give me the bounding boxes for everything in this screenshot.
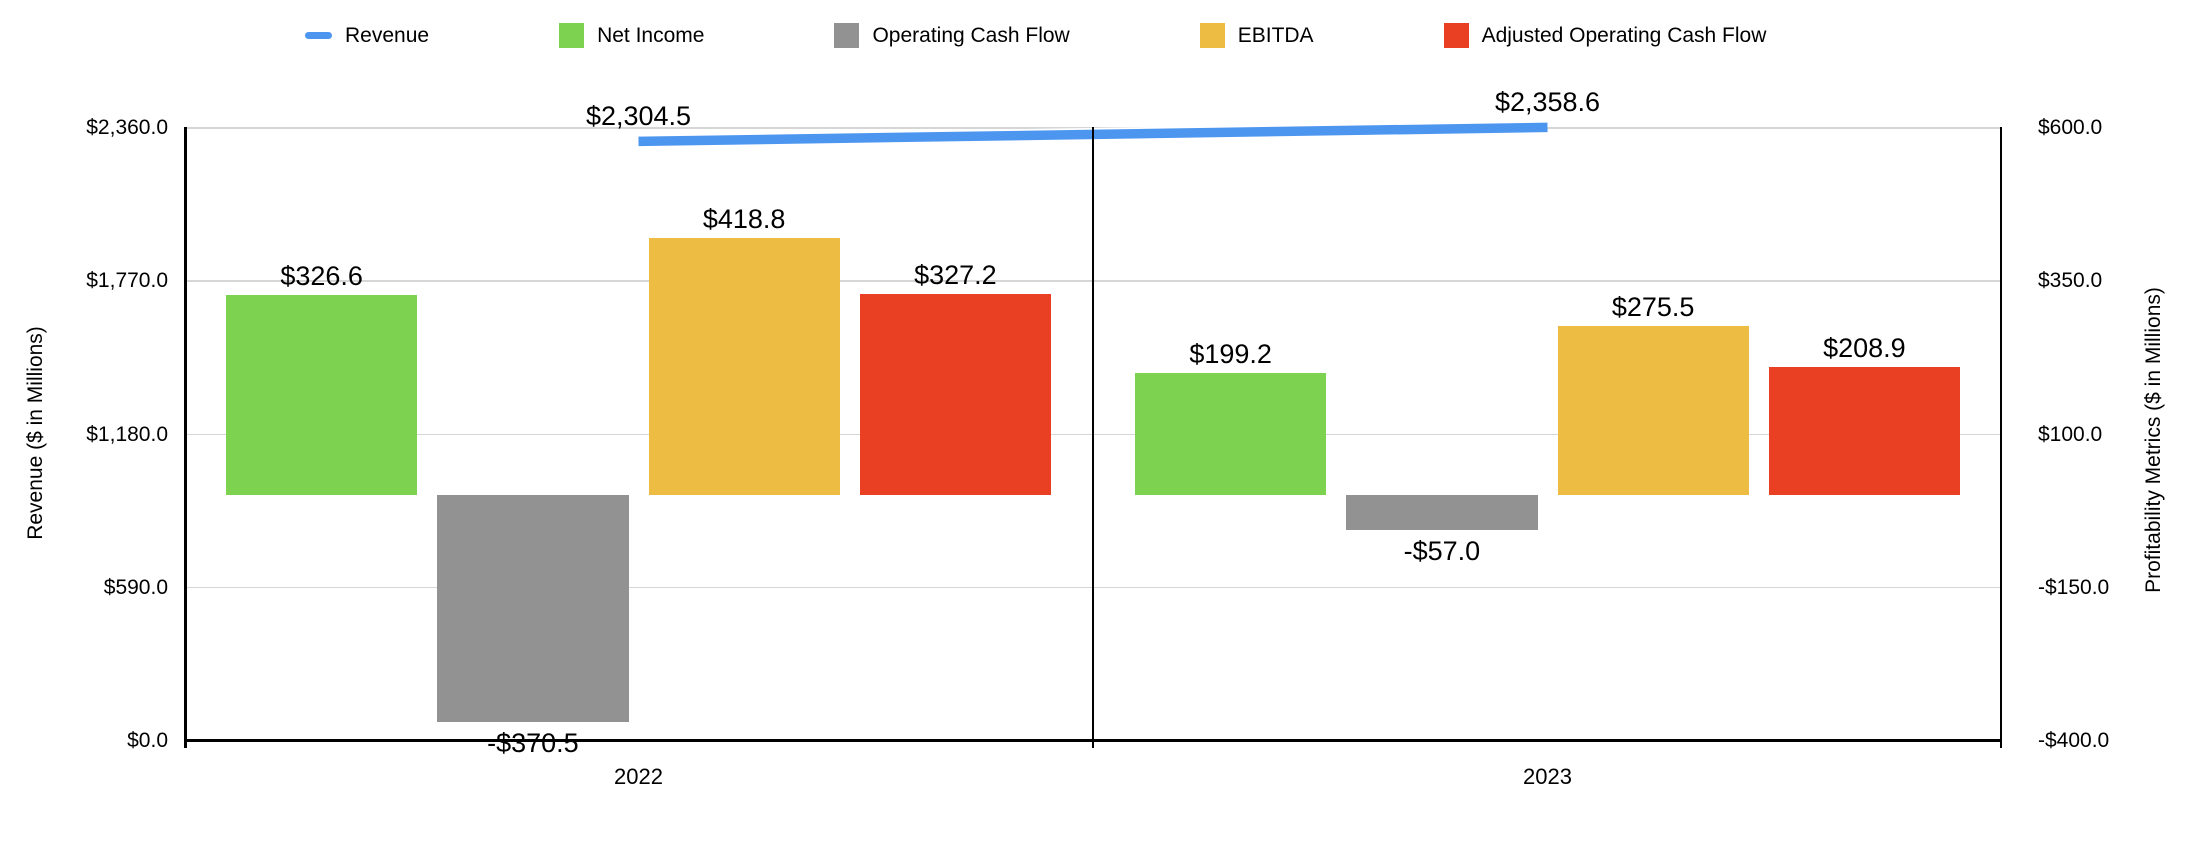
legend-item-revenue: Revenue (305, 23, 429, 48)
bar-operating-cash-flow-2022 (437, 494, 629, 722)
bar-ebitda-2022 (648, 238, 840, 495)
data-label-operating-cash-flow-2022: -$370.5 (487, 727, 579, 758)
data-label-revenue-2023: $2,358.6 (1494, 87, 1601, 118)
data-label-revenue-2022: $2,304.5 (585, 101, 692, 132)
left-axis-tick: $0.0 (127, 729, 168, 752)
legend-label: Net Income (597, 23, 705, 47)
plot-right-border (1999, 127, 2002, 748)
right-axis-tick: $350.0 (2038, 269, 2103, 293)
legend-line-swatch-revenue (305, 31, 332, 39)
right-axis-tick: $100.0 (2038, 422, 2103, 446)
legend-square-swatch-net-income (559, 22, 585, 48)
data-label-net-income-2023: $199.2 (1189, 338, 1272, 369)
legend-label: EBITDA (1237, 23, 1314, 47)
x-axis-line (184, 738, 2002, 742)
right-axis-tick: $600.0 (2038, 116, 2103, 139)
category-divider (1092, 127, 1094, 748)
bar-net-income-2022 (226, 294, 418, 495)
legend-square-swatch-adjusted-operating-cash-flow (1443, 22, 1469, 48)
legend-item-ebitda: EBITDA (1199, 22, 1314, 48)
left-axis-tick: $2,360.0 (86, 116, 168, 139)
plot-area: $326.6 -$370.5 $418.8 $327.2 $199.2 -$57.0 $27… (184, 87, 2002, 758)
legend-label: Adjusted Operating Cash Flow (1481, 23, 1767, 47)
bar-adjusted-operating-cash-flow-2022 (859, 294, 1051, 495)
plot-left-border (184, 127, 187, 748)
legend-square-swatch-ebitda (1199, 22, 1225, 48)
category-label-2022: 2022 (614, 764, 663, 789)
legend-item-adjusted-operating-cash-flow: Adjusted Operating Cash Flow (1443, 22, 1767, 48)
bar-ebitda-2023 (1557, 325, 1749, 495)
category-label-2023: 2023 (1523, 764, 1572, 789)
legend-item-net-income: Net Income (559, 22, 705, 48)
right-axis-tick: -$400.0 (2038, 729, 2110, 752)
bar-adjusted-operating-cash-flow-2023 (1768, 366, 1960, 495)
chart-legend: Revenue Net Income Operating Cash Flow EBIT… (305, 20, 1766, 50)
legend-label: Operating Cash Flow (872, 23, 1070, 47)
right-axis-title: Profitability Metrics ($ in Millions) (2142, 287, 2165, 593)
data-label-adjusted-operating-cash-flow-2022: $327.2 (914, 260, 997, 291)
bar-net-income-2023 (1135, 372, 1327, 495)
legend-item-operating-cash-flow: Operating Cash Flow (834, 22, 1070, 48)
left-axis-tick: $1,770.0 (86, 269, 168, 293)
left-axis-title: Revenue ($ in Millions) (24, 326, 47, 540)
data-label-ebitda-2023: $275.5 (1611, 291, 1695, 322)
data-label-net-income-2022: $326.6 (280, 260, 363, 291)
legend-square-swatch-operating-cash-flow (834, 22, 860, 48)
left-axis-tick: $590.0 (103, 575, 168, 599)
data-label-ebitda-2022: $418.8 (702, 204, 786, 235)
right-axis-tick: -$150.0 (2038, 575, 2110, 599)
legend-label: Revenue (345, 23, 430, 47)
data-label-adjusted-operating-cash-flow-2023: $208.9 (1823, 332, 1906, 363)
left-axis-tick: $1,180.0 (86, 422, 168, 446)
bar-operating-cash-flow-2023 (1346, 494, 1538, 530)
data-label-operating-cash-flow-2023: -$57.0 (1403, 535, 1481, 566)
